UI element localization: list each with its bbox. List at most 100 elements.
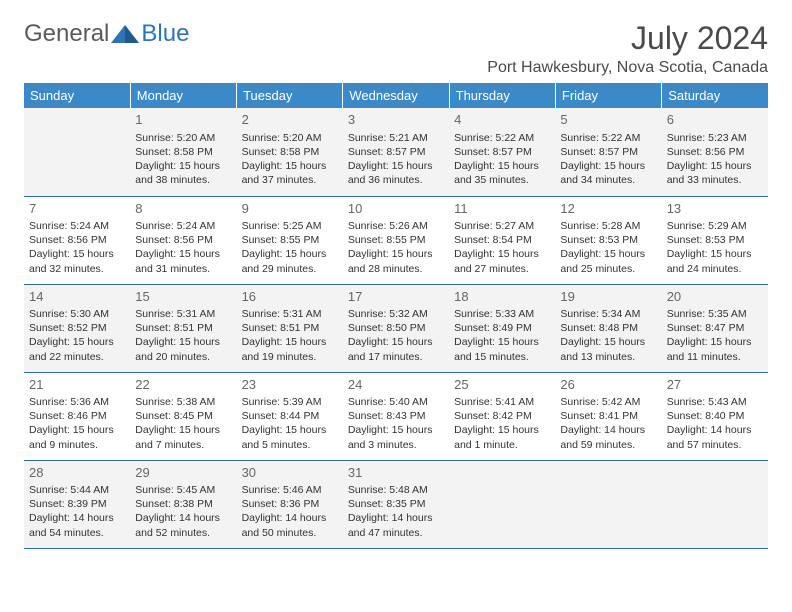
calendar-day-cell — [662, 460, 768, 548]
daylight-text: and 13 minutes. — [560, 350, 656, 364]
calendar-day-cell: 31Sunrise: 5:48 AMSunset: 8:35 PMDayligh… — [343, 460, 449, 548]
day-number: 26 — [560, 376, 656, 394]
daylight-text: Daylight: 15 hours — [454, 335, 550, 349]
sunset-text: Sunset: 8:53 PM — [560, 233, 656, 247]
sunrise-text: Sunrise: 5:30 AM — [29, 307, 125, 321]
daylight-text: Daylight: 14 hours — [348, 511, 444, 525]
sunrise-text: Sunrise: 5:22 AM — [560, 131, 656, 145]
daylight-text: Daylight: 15 hours — [454, 159, 550, 173]
sunrise-text: Sunrise: 5:41 AM — [454, 395, 550, 409]
calendar-day-cell: 12Sunrise: 5:28 AMSunset: 8:53 PMDayligh… — [555, 196, 661, 284]
daylight-text: Daylight: 15 hours — [242, 335, 338, 349]
title-block: July 2024 Port Hawkesbury, Nova Scotia, … — [487, 20, 768, 77]
weekday-header: Thursday — [449, 83, 555, 108]
daylight-text: Daylight: 15 hours — [348, 423, 444, 437]
calendar-week-row: 21Sunrise: 5:36 AMSunset: 8:46 PMDayligh… — [24, 372, 768, 460]
daylight-text: Daylight: 14 hours — [135, 511, 231, 525]
sunrise-text: Sunrise: 5:34 AM — [560, 307, 656, 321]
sunset-text: Sunset: 8:56 PM — [135, 233, 231, 247]
location-text: Port Hawkesbury, Nova Scotia, Canada — [487, 59, 768, 77]
day-number: 6 — [667, 111, 763, 129]
sunrise-text: Sunrise: 5:36 AM — [29, 395, 125, 409]
calendar-day-cell: 25Sunrise: 5:41 AMSunset: 8:42 PMDayligh… — [449, 372, 555, 460]
daylight-text: and 19 minutes. — [242, 350, 338, 364]
sunset-text: Sunset: 8:52 PM — [29, 321, 125, 335]
calendar-day-cell — [555, 460, 661, 548]
daylight-text: Daylight: 15 hours — [135, 159, 231, 173]
brand-logo: General Blue — [24, 20, 189, 48]
daylight-text: Daylight: 14 hours — [560, 423, 656, 437]
day-number: 31 — [348, 464, 444, 482]
daylight-text: and 38 minutes. — [135, 173, 231, 187]
day-number: 20 — [667, 288, 763, 306]
calendar-day-cell: 1Sunrise: 5:20 AMSunset: 8:58 PMDaylight… — [130, 108, 236, 196]
calendar-day-cell: 11Sunrise: 5:27 AMSunset: 8:54 PMDayligh… — [449, 196, 555, 284]
daylight-text: and 7 minutes. — [135, 438, 231, 452]
calendar-day-cell: 8Sunrise: 5:24 AMSunset: 8:56 PMDaylight… — [130, 196, 236, 284]
day-number: 25 — [454, 376, 550, 394]
sunrise-text: Sunrise: 5:22 AM — [454, 131, 550, 145]
sunrise-text: Sunrise: 5:29 AM — [667, 219, 763, 233]
daylight-text: Daylight: 15 hours — [135, 335, 231, 349]
day-number: 14 — [29, 288, 125, 306]
sunset-text: Sunset: 8:42 PM — [454, 409, 550, 423]
sunrise-text: Sunrise: 5:21 AM — [348, 131, 444, 145]
sunrise-text: Sunrise: 5:27 AM — [454, 219, 550, 233]
sunset-text: Sunset: 8:56 PM — [667, 145, 763, 159]
brand-triangle-icon — [111, 25, 139, 43]
daylight-text: and 52 minutes. — [135, 526, 231, 540]
brand-part1: General — [24, 20, 109, 48]
daylight-text: and 25 minutes. — [560, 262, 656, 276]
sunset-text: Sunset: 8:55 PM — [348, 233, 444, 247]
daylight-text: and 32 minutes. — [29, 262, 125, 276]
day-number: 10 — [348, 200, 444, 218]
sunrise-text: Sunrise: 5:40 AM — [348, 395, 444, 409]
daylight-text: Daylight: 15 hours — [29, 423, 125, 437]
weekday-header: Wednesday — [343, 83, 449, 108]
day-number: 8 — [135, 200, 231, 218]
sunset-text: Sunset: 8:36 PM — [242, 497, 338, 511]
daylight-text: and 24 minutes. — [667, 262, 763, 276]
sunset-text: Sunset: 8:44 PM — [242, 409, 338, 423]
sunset-text: Sunset: 8:47 PM — [667, 321, 763, 335]
weekday-header: Monday — [130, 83, 236, 108]
daylight-text: and 28 minutes. — [348, 262, 444, 276]
daylight-text: and 33 minutes. — [667, 173, 763, 187]
sunrise-text: Sunrise: 5:43 AM — [667, 395, 763, 409]
daylight-text: Daylight: 15 hours — [454, 423, 550, 437]
calendar-day-cell — [449, 460, 555, 548]
day-number: 15 — [135, 288, 231, 306]
sunrise-text: Sunrise: 5:26 AM — [348, 219, 444, 233]
sunrise-text: Sunrise: 5:28 AM — [560, 219, 656, 233]
daylight-text: and 47 minutes. — [348, 526, 444, 540]
calendar-week-row: 28Sunrise: 5:44 AMSunset: 8:39 PMDayligh… — [24, 460, 768, 548]
calendar-day-cell: 30Sunrise: 5:46 AMSunset: 8:36 PMDayligh… — [237, 460, 343, 548]
calendar-day-cell: 7Sunrise: 5:24 AMSunset: 8:56 PMDaylight… — [24, 196, 130, 284]
sunrise-text: Sunrise: 5:46 AM — [242, 483, 338, 497]
brand-part2: Blue — [141, 20, 189, 48]
daylight-text: and 27 minutes. — [454, 262, 550, 276]
calendar-day-cell: 26Sunrise: 5:42 AMSunset: 8:41 PMDayligh… — [555, 372, 661, 460]
sunset-text: Sunset: 8:58 PM — [242, 145, 338, 159]
day-number: 24 — [348, 376, 444, 394]
weekday-header: Friday — [555, 83, 661, 108]
sunset-text: Sunset: 8:55 PM — [242, 233, 338, 247]
daylight-text: and 20 minutes. — [135, 350, 231, 364]
calendar-day-cell: 21Sunrise: 5:36 AMSunset: 8:46 PMDayligh… — [24, 372, 130, 460]
calendar-day-cell: 15Sunrise: 5:31 AMSunset: 8:51 PMDayligh… — [130, 284, 236, 372]
sunrise-text: Sunrise: 5:20 AM — [135, 131, 231, 145]
sunrise-text: Sunrise: 5:48 AM — [348, 483, 444, 497]
daylight-text: Daylight: 15 hours — [242, 423, 338, 437]
sunset-text: Sunset: 8:43 PM — [348, 409, 444, 423]
calendar-day-cell: 28Sunrise: 5:44 AMSunset: 8:39 PMDayligh… — [24, 460, 130, 548]
sunset-text: Sunset: 8:38 PM — [135, 497, 231, 511]
calendar-day-cell: 17Sunrise: 5:32 AMSunset: 8:50 PMDayligh… — [343, 284, 449, 372]
day-number: 18 — [454, 288, 550, 306]
day-number: 16 — [242, 288, 338, 306]
daylight-text: Daylight: 15 hours — [560, 335, 656, 349]
month-title: July 2024 — [487, 20, 768, 57]
sunrise-text: Sunrise: 5:32 AM — [348, 307, 444, 321]
calendar-day-cell: 4Sunrise: 5:22 AMSunset: 8:57 PMDaylight… — [449, 108, 555, 196]
day-number: 23 — [242, 376, 338, 394]
day-number: 1 — [135, 111, 231, 129]
